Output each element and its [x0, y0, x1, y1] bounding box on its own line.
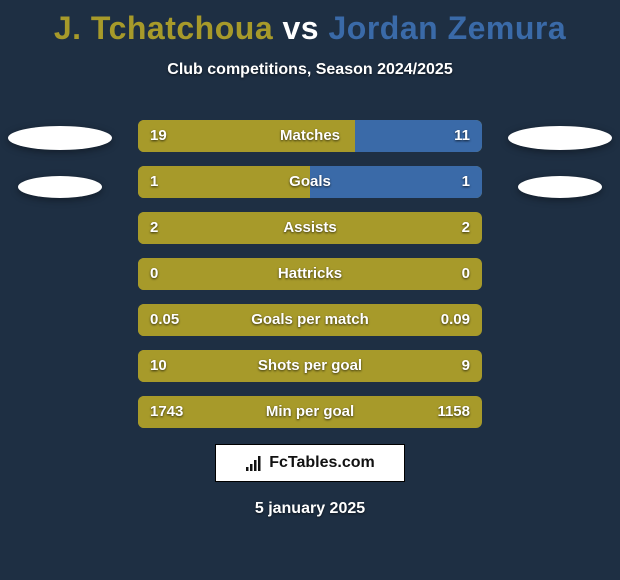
metric-value-right: 1158	[437, 396, 470, 428]
metric-value-right: 2	[462, 212, 470, 244]
metric-row: 109Shots per goal	[0, 350, 620, 382]
metric-value-left: 0	[150, 258, 158, 290]
metric-bar-right	[310, 166, 482, 198]
metric-row: 22Assists	[0, 212, 620, 244]
subtitle: Club competitions, Season 2024/2025	[0, 61, 620, 79]
metric-bar	[138, 350, 482, 382]
metric-value-left: 2	[150, 212, 158, 244]
metric-bar-left	[138, 212, 310, 244]
page-title: J. Tchatchoua vs Jordan Zemura	[0, 0, 620, 47]
metric-bar-left	[138, 120, 355, 152]
metric-value-left: 10	[150, 350, 167, 382]
metric-row: 00Hattricks	[0, 258, 620, 290]
metric-value-right: 11	[454, 120, 470, 152]
metric-row: 11Goals	[0, 166, 620, 198]
metric-bar	[138, 396, 482, 428]
metric-bar-left	[138, 166, 310, 198]
metric-bar-left	[138, 258, 310, 290]
player1-name: J. Tchatchoua	[54, 10, 273, 46]
metric-value-left: 19	[150, 120, 167, 152]
metric-row: 17431158Min per goal	[0, 396, 620, 428]
metric-bar	[138, 304, 482, 336]
metric-row: 0.050.09Goals per match	[0, 304, 620, 336]
metric-value-left: 0.05	[150, 304, 179, 336]
metric-value-right: 1	[462, 166, 470, 198]
metrics-list: 1911Matches11Goals22Assists00Hattricks0.…	[0, 120, 620, 442]
player2-name: Jordan Zemura	[328, 10, 566, 46]
fctables-logo-icon	[245, 454, 263, 472]
metric-value-left: 1743	[150, 396, 183, 428]
metric-value-right: 9	[462, 350, 470, 382]
metric-value-left: 1	[150, 166, 158, 198]
metric-value-right: 0.09	[441, 304, 470, 336]
comparison-card: J. Tchatchoua vs Jordan Zemura Club comp…	[0, 0, 620, 580]
footer-date: 5 january 2025	[0, 500, 620, 518]
metric-value-right: 0	[462, 258, 470, 290]
metric-bar	[138, 258, 482, 290]
source-badge-text: FcTables.com	[269, 454, 375, 472]
metric-row: 1911Matches	[0, 120, 620, 152]
vs-text: vs	[283, 10, 320, 46]
metric-bar	[138, 166, 482, 198]
metric-bar	[138, 120, 482, 152]
metric-bar	[138, 212, 482, 244]
source-badge: FcTables.com	[215, 444, 405, 482]
